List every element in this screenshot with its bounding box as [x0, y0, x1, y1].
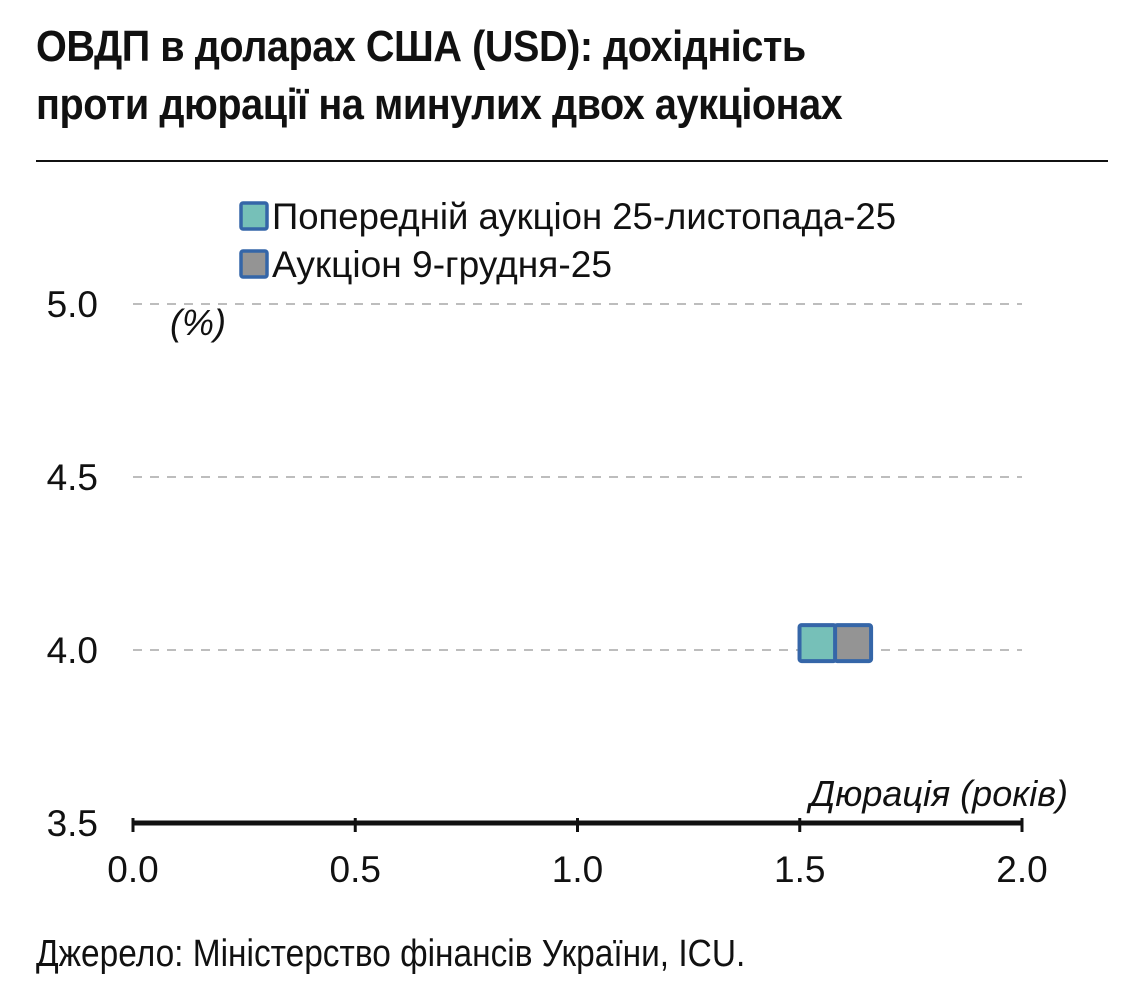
x-axis-label: Дюрація (років): [806, 773, 1068, 814]
title-divider: [36, 160, 1108, 162]
x-tick-label: 0.5: [330, 849, 381, 890]
grid-layer: [133, 303, 1022, 651]
legend-swatch-series-2: [239, 249, 269, 279]
y-tick-label: 4.0: [47, 630, 98, 671]
data-point-series-2: [833, 623, 874, 664]
y-axis-label: (%): [170, 302, 226, 343]
legend-label-series-2: Аукціон 9-грудня-25: [272, 244, 612, 285]
y-tick-label: 4.5: [47, 457, 98, 498]
data-point-series-1: [797, 623, 838, 664]
legend-swatch-series-1: [239, 201, 269, 231]
source-note: Джерело: Міністерство фінансів України, …: [36, 933, 746, 975]
points-layer: [797, 623, 874, 664]
y-tick-label: 5.0: [47, 284, 98, 325]
axis-layer: 3.5 4.0 4.5 5.0 0.0 0.5 1.0 1.5 2.0: [47, 284, 1048, 890]
legend: Попередній аукціон 25-листопада-25 Аукціо…: [239, 196, 896, 285]
x-tick-label: 2.0: [996, 849, 1047, 890]
legend-label-series-1: Попередній аукціон 25-листопада-25: [272, 196, 896, 237]
y-tick-label: 3.5: [47, 803, 98, 844]
x-tick-label: 0.0: [107, 849, 158, 890]
x-tick-label: 1.5: [774, 849, 825, 890]
chart-title-line-2: проти дюрації на минулих двох аукціонах: [36, 80, 843, 129]
chart-title-line-1: ОВДП в доларах США (USD): дохідність: [36, 22, 806, 71]
x-tick-label: 1.0: [552, 849, 603, 890]
chart-title: ОВДП в доларах США (USD): дохідність про…: [36, 18, 990, 134]
